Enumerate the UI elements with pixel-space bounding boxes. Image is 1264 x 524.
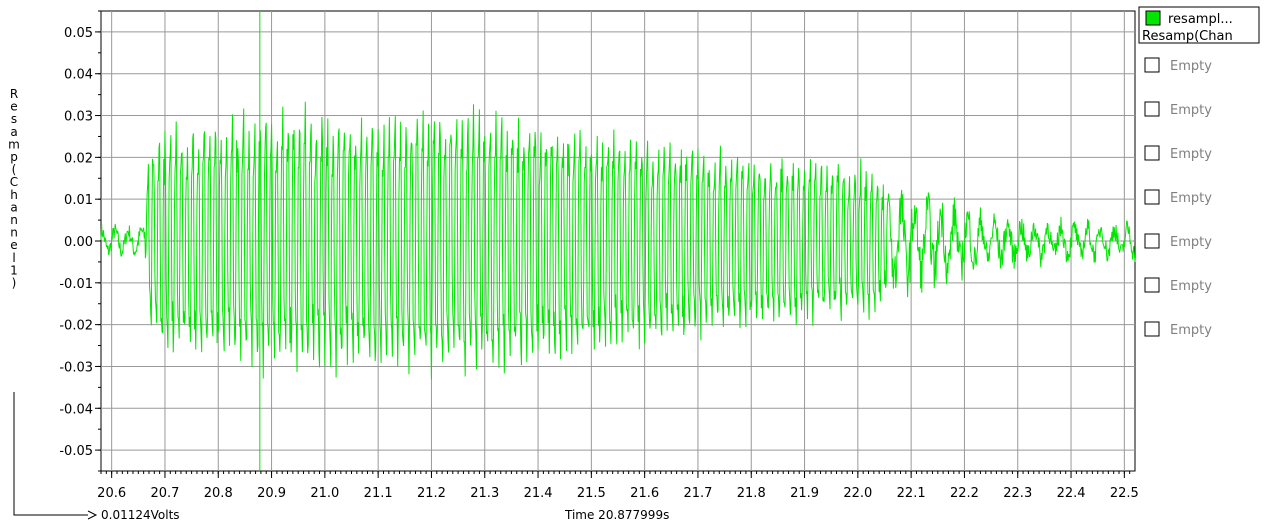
x-tick-label: 21.5 xyxy=(577,486,606,501)
x-tick-label: 20.7 xyxy=(150,486,179,501)
y-axis-label-char: R xyxy=(10,87,18,101)
legend-checkbox[interactable] xyxy=(1144,145,1160,161)
legend-checkbox[interactable] xyxy=(1144,277,1160,293)
x-tick-label: 22.4 xyxy=(1057,486,1086,501)
x-tick-label: 20.6 xyxy=(97,486,126,501)
x-tick-label: 20.8 xyxy=(204,486,233,501)
x-tick-label: 21.8 xyxy=(737,486,766,501)
y-readout: 0.01124Volts xyxy=(101,508,180,522)
y-axis-label-char: s xyxy=(11,112,17,126)
x-tick-label: 21.6 xyxy=(630,486,659,501)
x-tick-label: 21.2 xyxy=(417,486,446,501)
x-tick-label: 21.1 xyxy=(364,486,393,501)
y-tick-label: 0.00 xyxy=(64,235,93,250)
legend-label-empty: Empty xyxy=(1170,147,1212,162)
x-readout: Time 20.877999s xyxy=(564,508,669,522)
y-axis-label-char: e xyxy=(10,238,17,252)
y-axis-label-char: n xyxy=(10,213,18,227)
legend-swatch[interactable] xyxy=(1145,10,1161,26)
readout-arrow-head xyxy=(87,510,98,520)
x-tick-label: 22.5 xyxy=(1110,486,1139,501)
y-axis-label-char: m xyxy=(8,137,20,151)
y-tick-label: -0.02 xyxy=(59,319,93,334)
y-axis-label-char: h xyxy=(10,188,18,202)
legend-checkbox[interactable] xyxy=(1144,57,1160,73)
y-tick-label: 0.05 xyxy=(64,26,93,41)
x-tick-label: 21.0 xyxy=(310,486,339,501)
y-tick-label: 0.03 xyxy=(64,110,93,125)
legend-checkbox[interactable] xyxy=(1144,321,1160,337)
y-tick-label: -0.04 xyxy=(59,402,93,417)
y-axis-label-char: p xyxy=(10,150,18,164)
legend-label-line1: resampl... xyxy=(1168,12,1233,27)
legend-checkbox[interactable] xyxy=(1144,101,1160,117)
y-axis-label-char: a xyxy=(10,200,17,214)
x-axis: 20.6 20.7 20.8 20.9 21.0 21.1 21.2 21.3 21.4 21.5… xyxy=(97,471,1139,501)
y-axis: 0.05 0.04 0.03 0.02 0.01 0.00 -0.01 -0.02 -0.03 -… xyxy=(59,10,101,472)
y-axis-label-char: a xyxy=(10,125,17,139)
x-tick-label: 21.3 xyxy=(470,486,499,501)
legend-label-empty: Empty xyxy=(1170,103,1212,118)
x-tick-label: 22.0 xyxy=(843,486,872,501)
y-axis-label-char: e xyxy=(10,100,17,114)
y-tick-label: -0.03 xyxy=(59,360,93,375)
y-tick-label: 0.04 xyxy=(64,68,93,83)
y-tick-label: -0.01 xyxy=(59,277,93,292)
legend-checkbox[interactable] xyxy=(1144,189,1160,205)
y-tick-label: -0.05 xyxy=(59,444,93,459)
legend-label-empty: Empty xyxy=(1170,323,1212,338)
y-tick-label: 0.01 xyxy=(64,193,93,208)
legend: resampl... Resamp(Chan Empty Empty Empty Empt… xyxy=(1138,6,1260,338)
y-axis-label-char: ) xyxy=(12,276,17,290)
legend-label-empty: Empty xyxy=(1170,59,1212,74)
x-tick-label: 21.4 xyxy=(524,486,553,501)
x-tick-label: 22.1 xyxy=(897,486,926,501)
legend-label-line2: Resamp(Chan xyxy=(1142,29,1233,44)
legend-label-empty: Empty xyxy=(1170,191,1212,206)
x-tick-label: 21.7 xyxy=(683,486,712,501)
x-tick-label: 22.2 xyxy=(950,486,979,501)
x-tick-label: 22.3 xyxy=(1003,486,1032,501)
y-axis-label-char: 1 xyxy=(10,263,18,277)
series-line-resampled xyxy=(100,101,1136,380)
readout-arrow xyxy=(13,392,88,516)
x-tick-label: 20.9 xyxy=(257,486,286,501)
y-axis-label-char: ( xyxy=(12,163,17,177)
x-tick-label: 21.9 xyxy=(790,486,819,501)
legend-label-empty: Empty xyxy=(1170,235,1212,250)
y-axis-label-char: n xyxy=(10,226,18,240)
y-axis-label-char: l xyxy=(12,251,15,265)
y-axis-label-char: C xyxy=(10,175,18,189)
y-tick-label: 0.02 xyxy=(64,151,93,166)
legend-checkbox[interactable] xyxy=(1144,233,1160,249)
legend-label-empty: Empty xyxy=(1170,279,1212,294)
